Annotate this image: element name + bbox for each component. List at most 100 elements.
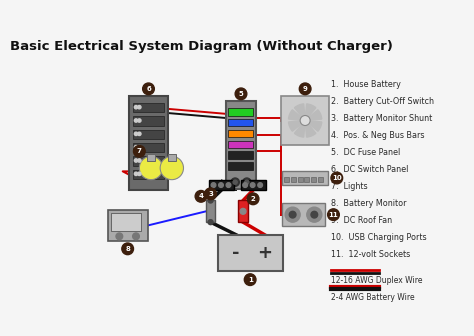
FancyBboxPatch shape [238, 201, 247, 222]
Circle shape [231, 178, 239, 186]
Wedge shape [294, 121, 305, 137]
Circle shape [134, 145, 137, 149]
Circle shape [211, 183, 216, 187]
Text: 3: 3 [208, 191, 213, 197]
Wedge shape [305, 110, 322, 121]
Circle shape [235, 88, 247, 100]
Circle shape [160, 156, 183, 180]
Wedge shape [305, 121, 316, 137]
FancyBboxPatch shape [133, 103, 164, 112]
Circle shape [226, 183, 231, 187]
FancyBboxPatch shape [111, 213, 141, 231]
Circle shape [219, 183, 223, 187]
Circle shape [240, 208, 246, 214]
FancyBboxPatch shape [241, 180, 266, 190]
Text: +: + [257, 244, 272, 262]
Circle shape [122, 243, 134, 255]
Circle shape [139, 156, 163, 180]
Text: 2.  Battery Cut-Off Switch: 2. Battery Cut-Off Switch [331, 97, 434, 106]
FancyBboxPatch shape [291, 177, 296, 182]
Wedge shape [294, 104, 305, 121]
Circle shape [133, 233, 139, 240]
FancyBboxPatch shape [228, 108, 254, 116]
Circle shape [208, 220, 213, 225]
Text: 1.  House Battery: 1. House Battery [331, 80, 401, 89]
Circle shape [328, 209, 339, 220]
Circle shape [300, 116, 310, 126]
Text: 1: 1 [248, 277, 253, 283]
FancyBboxPatch shape [281, 96, 329, 145]
Circle shape [208, 198, 213, 203]
Circle shape [243, 183, 247, 187]
FancyBboxPatch shape [226, 101, 256, 189]
Circle shape [137, 106, 141, 109]
FancyBboxPatch shape [318, 177, 323, 182]
Circle shape [137, 172, 141, 175]
Text: 10.  USB Charging Ports: 10. USB Charging Ports [331, 234, 427, 242]
FancyBboxPatch shape [304, 177, 310, 182]
Circle shape [285, 207, 300, 222]
Text: Basic Electrical System Diagram (Without Charger): Basic Electrical System Diagram (Without… [9, 40, 392, 53]
FancyBboxPatch shape [218, 235, 283, 271]
Wedge shape [305, 104, 316, 121]
Circle shape [134, 119, 137, 122]
Circle shape [195, 191, 207, 202]
FancyBboxPatch shape [206, 201, 215, 222]
Circle shape [244, 274, 256, 286]
Circle shape [134, 145, 145, 157]
Circle shape [134, 132, 137, 135]
Text: 9.  DC Roof Fan: 9. DC Roof Fan [331, 216, 392, 225]
FancyBboxPatch shape [129, 96, 168, 190]
Text: 7.  Lights: 7. Lights [331, 182, 368, 191]
Circle shape [143, 83, 155, 95]
Circle shape [247, 193, 259, 205]
Text: 11.  12-volt Sockets: 11. 12-volt Sockets [331, 250, 410, 259]
FancyBboxPatch shape [133, 156, 164, 166]
Text: 8: 8 [125, 246, 130, 252]
Circle shape [258, 183, 263, 187]
Wedge shape [289, 110, 305, 121]
Circle shape [137, 132, 141, 135]
Circle shape [233, 180, 237, 184]
Circle shape [311, 211, 318, 218]
FancyBboxPatch shape [228, 119, 254, 126]
Circle shape [331, 172, 343, 184]
Circle shape [134, 159, 137, 162]
Text: 11: 11 [328, 212, 338, 218]
Text: 5.  DC Fuse Panel: 5. DC Fuse Panel [331, 148, 400, 157]
Circle shape [250, 183, 255, 187]
FancyBboxPatch shape [228, 140, 254, 148]
Text: -: - [232, 244, 239, 262]
FancyBboxPatch shape [311, 177, 316, 182]
Text: 12-16 AWG Duplex Wire: 12-16 AWG Duplex Wire [331, 276, 422, 285]
FancyBboxPatch shape [133, 130, 164, 139]
Circle shape [243, 178, 251, 186]
FancyBboxPatch shape [228, 162, 254, 170]
Text: 8.  Battery Monitor: 8. Battery Monitor [331, 199, 407, 208]
Text: 7: 7 [137, 148, 142, 154]
FancyBboxPatch shape [228, 130, 254, 137]
Wedge shape [289, 121, 305, 131]
FancyBboxPatch shape [282, 171, 328, 185]
FancyBboxPatch shape [284, 177, 289, 182]
Text: 6: 6 [146, 86, 151, 92]
Circle shape [245, 180, 249, 184]
Text: 9: 9 [303, 86, 308, 92]
Circle shape [137, 159, 141, 162]
Circle shape [137, 119, 141, 122]
FancyBboxPatch shape [282, 203, 325, 226]
Wedge shape [305, 121, 322, 131]
FancyBboxPatch shape [133, 143, 164, 152]
Text: 2: 2 [251, 196, 255, 202]
FancyBboxPatch shape [133, 116, 164, 126]
FancyBboxPatch shape [228, 151, 254, 159]
Text: 3.  Battery Monitor Shunt: 3. Battery Monitor Shunt [331, 114, 432, 123]
FancyBboxPatch shape [133, 170, 164, 179]
Text: 6.  DC Switch Panel: 6. DC Switch Panel [331, 165, 408, 174]
Text: 2-4 AWG Battery Wire: 2-4 AWG Battery Wire [331, 293, 415, 302]
Circle shape [134, 106, 137, 109]
FancyBboxPatch shape [108, 210, 148, 241]
Text: 4: 4 [199, 193, 203, 199]
Circle shape [289, 211, 296, 218]
Circle shape [205, 188, 217, 200]
